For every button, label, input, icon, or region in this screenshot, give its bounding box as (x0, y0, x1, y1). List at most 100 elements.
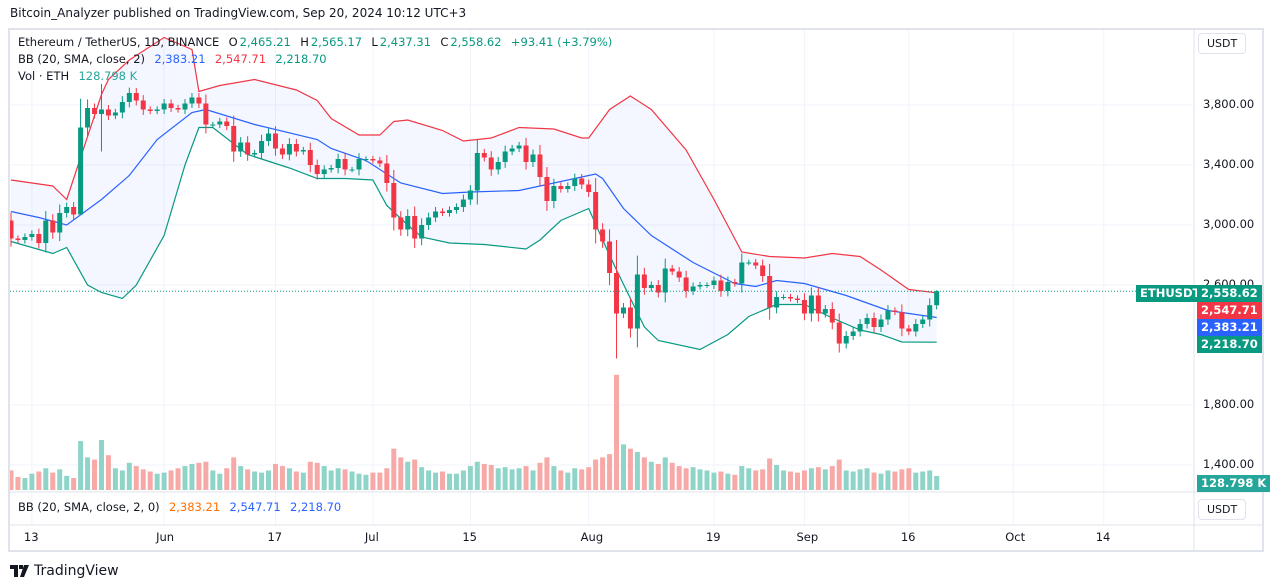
candle-body (523, 145, 529, 162)
candle-body (168, 103, 174, 108)
volume-bar (147, 471, 153, 490)
volume-bar (857, 469, 863, 490)
candle-body (147, 109, 153, 111)
candle (634, 255, 640, 348)
candle-body (342, 159, 348, 170)
lower-bb-label[interactable]: BB (20, SMA, close, 2, 0) (18, 500, 160, 514)
candle (711, 276, 717, 290)
candle-body (71, 207, 77, 215)
bb-lower-value: 2,218.70 (275, 52, 327, 66)
candle (398, 211, 404, 236)
candle (850, 327, 856, 341)
candle-body (161, 103, 167, 110)
volume-bar (711, 472, 717, 490)
candle (655, 280, 661, 298)
candle (662, 258, 668, 303)
price-unit-button[interactable]: USDT (1198, 33, 1247, 54)
volume-bar (530, 470, 536, 490)
volume-bar (370, 472, 376, 490)
candle-body (774, 297, 780, 308)
volume-label[interactable]: Vol · ETH (18, 69, 70, 83)
candle (10, 212, 14, 247)
bb-lower-tag: 2,218.70 (1197, 336, 1262, 353)
candle (878, 314, 884, 332)
volume-bar (286, 468, 292, 490)
candle-body (57, 213, 63, 233)
candle (899, 304, 905, 337)
volume-bar (453, 473, 459, 490)
price-tick-label: 3,000.00 (1203, 217, 1255, 231)
candle-body (711, 280, 717, 285)
candle-body (586, 184, 592, 192)
candle (446, 206, 452, 217)
volume-bar (356, 473, 362, 490)
candle-body (850, 331, 856, 336)
candle (210, 121, 216, 128)
candle (808, 287, 814, 322)
publisher-line: Bitcoin_Analyzer published on TradingVie… (10, 6, 467, 20)
candle-body (593, 192, 599, 230)
time-tick-label: 13 (23, 530, 39, 544)
close-value: 2,558.62 (450, 35, 502, 49)
open-value: 2,465.21 (239, 35, 291, 49)
candle (453, 203, 459, 214)
volume-bar (22, 478, 28, 490)
candle (593, 178, 599, 244)
candle (774, 291, 780, 314)
volume-bar (843, 470, 849, 490)
candle (488, 151, 494, 176)
candle (906, 324, 912, 336)
volume-bar (92, 459, 98, 490)
lower-bb-value-1: 2,383.21 (168, 500, 221, 514)
candle (614, 240, 620, 359)
candle (509, 144, 515, 156)
candle-body (259, 141, 265, 153)
candle (551, 178, 557, 209)
candle-body (43, 220, 49, 243)
symbol-title[interactable]: Ethereum / TetherUS, 1D, BINANCE (18, 35, 220, 49)
candle-body (384, 163, 390, 183)
candle (259, 134, 265, 160)
volume-bar (920, 471, 926, 490)
volume-bar (203, 461, 209, 490)
candle (558, 182, 564, 193)
lower-pane-unit-button[interactable]: USDT (1198, 499, 1247, 520)
candle-body (509, 148, 515, 152)
candle-body (398, 217, 404, 230)
volume-bar (683, 468, 689, 490)
candle (481, 148, 487, 162)
volume-legend[interactable]: Vol · ETH 128.798 K (18, 69, 139, 83)
volume-bar (175, 468, 181, 490)
candle-body (829, 309, 835, 323)
candle (516, 141, 522, 153)
candle-body (732, 282, 738, 284)
open-label: O (228, 35, 238, 49)
candle-body (175, 108, 181, 110)
bb-legend[interactable]: BB (20, SMA, close, 2) 2,383.21 2,547.71… (18, 52, 329, 66)
bollinger-fill (11, 37, 937, 350)
time-tick-label: 15 (462, 530, 477, 544)
volume-bar (906, 468, 912, 490)
candle-body (286, 144, 292, 155)
bb-label[interactable]: BB (20, SMA, close, 2) (18, 52, 145, 66)
candle-body (377, 160, 383, 164)
candles (10, 84, 940, 359)
volume-bar (878, 473, 884, 490)
volume-bar (523, 466, 529, 490)
volume-bar (655, 463, 661, 490)
volume-bar (648, 461, 654, 490)
candle (412, 206, 418, 248)
candle-body (885, 310, 891, 320)
candle (370, 155, 376, 164)
lower-pane-legend[interactable]: BB (20, SMA, close, 2, 0) 2,383.21 2,547… (18, 500, 343, 514)
volume-bar (112, 468, 118, 490)
time-tick-label: Aug (580, 530, 604, 544)
candle (78, 98, 84, 215)
candle (105, 105, 111, 120)
candle-body (495, 162, 501, 170)
tradingview-logo[interactable]: TradingView (10, 563, 119, 579)
candle-body (245, 142, 251, 155)
volume-bar (71, 478, 77, 490)
volume-bar (746, 468, 752, 490)
